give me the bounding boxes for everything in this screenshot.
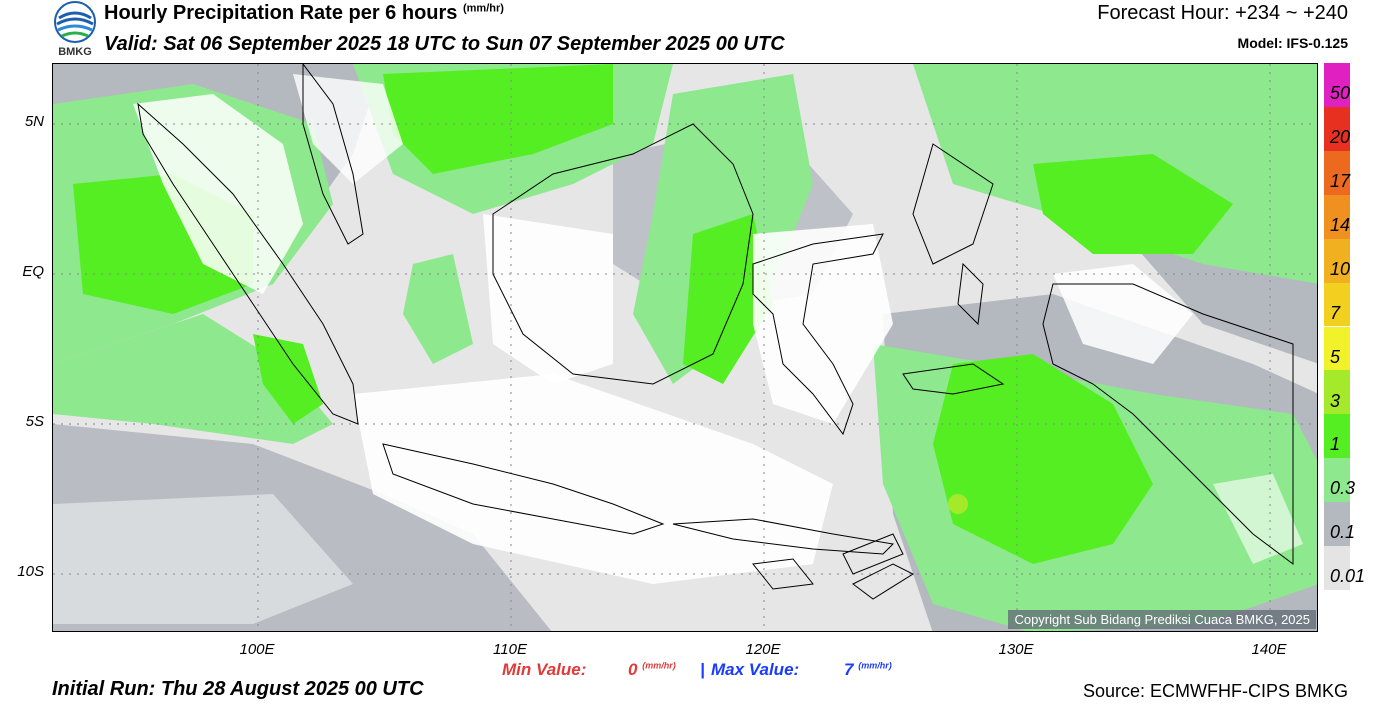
- initial-run: Initial Run: Thu 28 August 2025 00 UTC: [52, 678, 424, 700]
- lat-label-eq: EQ: [22, 263, 44, 280]
- legend-label-3: 3: [1330, 390, 1341, 411]
- stats-separator: |: [700, 660, 705, 679]
- legend-label-7: 7: [1330, 302, 1341, 323]
- lat-label-5s: 5S: [25, 413, 44, 430]
- lon-label-120e: 120E: [745, 641, 781, 658]
- lon-label-110e: 110E: [493, 641, 527, 658]
- legend-label-0_1: 0.1: [1330, 522, 1356, 543]
- legend-label-0_01: 0.01: [1330, 566, 1366, 587]
- lon-label-130e: 130E: [998, 641, 1034, 658]
- legend-swatch-0_01: [1324, 546, 1350, 590]
- max-value-label: Max Value:: [711, 660, 800, 679]
- max-value: 7 (mm/hr): [844, 660, 892, 679]
- forecast-hour: Forecast Hour: +234 ~ +240: [1097, 2, 1348, 24]
- legend-swatch-20: [1324, 106, 1350, 151]
- legend-label-20: 20: [1330, 127, 1351, 148]
- bmkg-logo: [50, 0, 100, 60]
- legend-swatch-0_3: [1324, 458, 1350, 503]
- legend-label-17: 17: [1330, 170, 1351, 191]
- legend-swatch-3: [1324, 370, 1350, 415]
- legend-swatch-14: [1324, 194, 1350, 239]
- valid-period: Valid: Sat 06 September 2025 18 UTC to S…: [104, 33, 785, 55]
- map-title: Hourly Precipitation Rate per 6 hours (m…: [104, 2, 504, 25]
- lat-label-10s: 10S: [17, 563, 44, 580]
- map-canvas: [53, 64, 1317, 631]
- min-value: 0 (mm/hr): [628, 660, 676, 679]
- min-value-label: Min Value:: [502, 660, 587, 679]
- legend-swatch-10: [1324, 238, 1350, 283]
- legend-swatch-0_1: [1324, 502, 1350, 547]
- copyright-notice: Copyright Sub Bidang Prediksi Cuaca BMKG…: [1008, 610, 1316, 629]
- legend-label-1: 1: [1330, 434, 1341, 455]
- model-name: Model: IFS-0.125: [1237, 35, 1348, 51]
- data-source: Source: ECMWFHF-CIPS BMKG: [1082, 681, 1348, 701]
- legend-swatch-50: [1324, 63, 1350, 107]
- legend-colorbar: [1324, 63, 1350, 590]
- legend-label-5: 5: [1330, 346, 1341, 367]
- title-text: Hourly Precipitation Rate per 6 hours: [104, 2, 458, 24]
- legend-swatch-7: [1324, 282, 1350, 327]
- lon-label-140e: 140E: [1251, 641, 1287, 658]
- legend-swatch-5: [1324, 326, 1350, 371]
- legend-swatch-1: [1324, 414, 1350, 459]
- lon-label-100e: 100E: [239, 641, 275, 658]
- legend-label-10: 10: [1330, 258, 1351, 279]
- legend-swatch-17: [1324, 150, 1350, 195]
- legend-label-0_3: 0.3: [1330, 478, 1356, 499]
- lat-label-5n: 5N: [24, 113, 44, 130]
- precipitation-map: [52, 63, 1318, 632]
- title-unit: (mm/hr): [462, 2, 504, 15]
- legend-label-14: 14: [1330, 214, 1351, 235]
- legend-label-50: 50: [1330, 83, 1351, 104]
- logo-text: BMKG: [58, 46, 92, 58]
